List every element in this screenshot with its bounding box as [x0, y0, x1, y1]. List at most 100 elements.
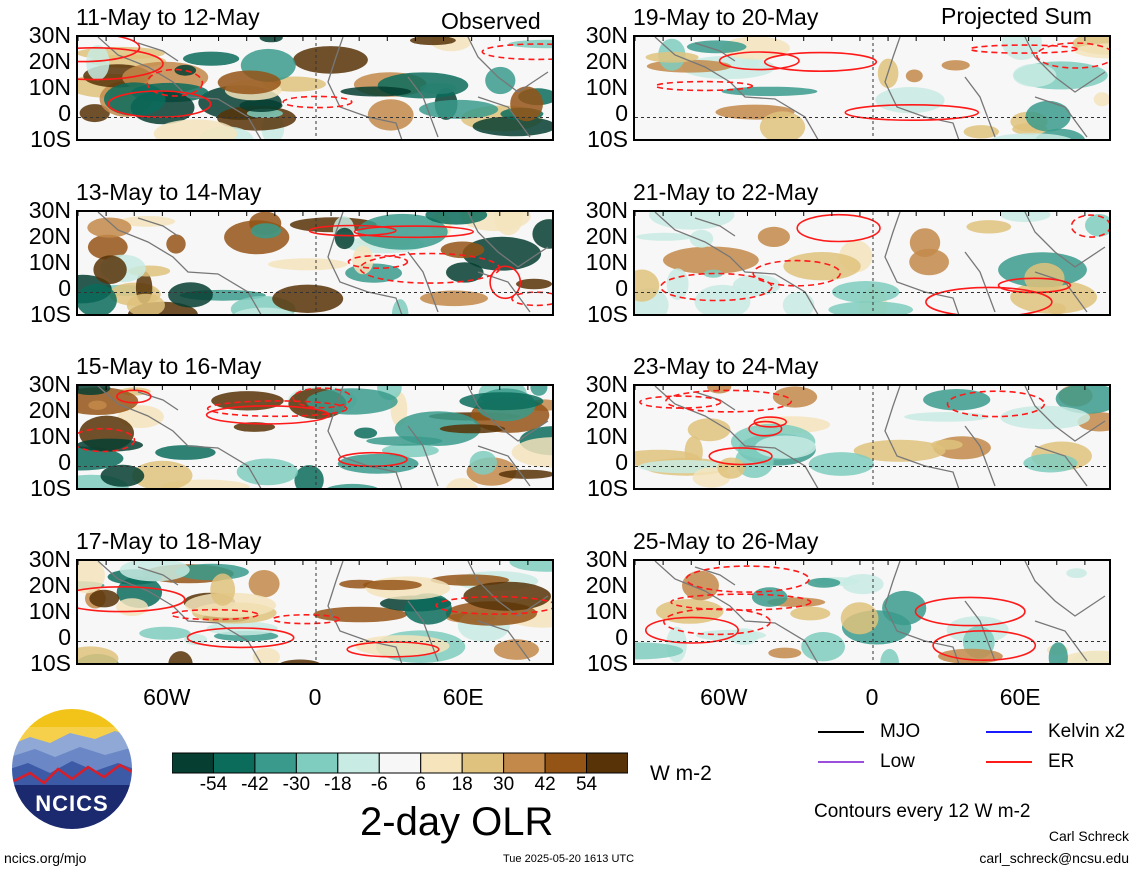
footer-timestamp: Tue 2025-05-20 1613 UTC — [503, 853, 635, 865]
dry-anomaly-region — [687, 418, 731, 442]
wet-anomaly-region — [239, 99, 283, 112]
latitude-label: 20N — [28, 572, 71, 598]
wet-anomaly-region — [1000, 405, 1090, 430]
dry-anomaly-region — [116, 598, 149, 616]
wet-anomaly-region — [340, 86, 412, 97]
wet-anomaly-region — [334, 227, 355, 250]
er-contour — [796, 213, 881, 243]
dry-anomaly-region — [363, 579, 422, 591]
colorbar-tick-label: 42 — [534, 774, 556, 795]
olr-map-panel — [633, 210, 1111, 316]
wet-anomaly-region — [636, 232, 693, 241]
longitude-label: 0 — [865, 684, 879, 710]
longitude-label: 60E — [442, 684, 484, 710]
dry-anomaly-region — [126, 293, 165, 314]
dry-anomaly-region — [272, 284, 344, 313]
dry-anomaly-region — [635, 269, 660, 302]
latitude-label: 30N — [28, 197, 71, 223]
legend-line — [986, 761, 1032, 763]
dry-anomaly-region — [268, 258, 348, 271]
dry-anomaly-region — [430, 574, 509, 586]
er-contour — [205, 405, 330, 425]
wet-anomaly-region — [808, 452, 874, 476]
ncics-logo: NCICS — [10, 707, 134, 831]
panel-title: 21-May to 22-May — [633, 179, 819, 205]
dry-anomaly-region — [132, 460, 193, 488]
dry-anomaly-region — [355, 635, 450, 657]
colorbar-swatch — [295, 752, 339, 774]
dry-anomaly-region — [645, 51, 699, 63]
wet-anomaly-region — [472, 116, 552, 137]
latitude-label: 30N — [585, 22, 628, 48]
olr-map-panel — [76, 35, 554, 141]
latitude-label: 30N — [585, 371, 628, 397]
er-contour — [670, 593, 812, 611]
latitude-label: 10S — [30, 301, 71, 327]
colorbar-tick-label: 6 — [415, 774, 426, 795]
contour-note: Contours every 12 W m-2 — [814, 801, 1031, 822]
er-contour — [359, 252, 501, 284]
latitude-label: 10S — [587, 475, 628, 501]
footer-email: carl_schreck@ncsu.edu — [979, 850, 1129, 866]
latitude-label: 0 — [615, 624, 628, 650]
dry-anomaly-region — [498, 469, 552, 479]
colorbar-swatch — [420, 752, 463, 774]
wet-anomaly-region — [78, 386, 111, 395]
dry-anomaly-region — [166, 234, 186, 254]
er-contour — [844, 104, 980, 122]
dry-anomaly-region — [966, 220, 1012, 234]
wet-anomaly-region — [635, 642, 684, 660]
er-contour — [353, 225, 474, 239]
wet-anomaly-region — [404, 593, 452, 625]
colorbar-tick-label: -30 — [282, 774, 311, 795]
er-contour — [271, 613, 341, 625]
dry-anomaly-region — [511, 437, 552, 468]
er-contour — [932, 630, 1037, 662]
dry-anomaly-region — [493, 639, 539, 660]
latitude-label: 30N — [28, 371, 71, 397]
er-contour — [481, 43, 552, 61]
wet-anomaly-region — [175, 563, 249, 581]
olr-map-panel — [76, 559, 554, 665]
colorbar-units: W m-2 — [650, 762, 712, 785]
wet-anomaly-region — [236, 458, 298, 486]
dry-anomaly-region — [909, 248, 949, 276]
wet-anomaly-region — [807, 577, 841, 588]
wet-anomaly-region — [732, 274, 781, 296]
longitude-label: 60W — [143, 684, 191, 710]
er-contour — [78, 427, 136, 453]
latitude-label: 0 — [615, 449, 628, 475]
coastline — [97, 386, 549, 488]
wet-anomaly-region — [666, 626, 687, 663]
dry-anomaly-region — [280, 659, 320, 663]
dry-anomaly-region — [117, 405, 164, 429]
wet-anomaly-region — [923, 389, 991, 411]
dry-anomaly-region — [1093, 92, 1109, 107]
latitude-label: 10S — [587, 650, 628, 676]
olr-map-panel — [76, 210, 554, 316]
er-contour — [107, 90, 212, 119]
latitude-label: 20N — [585, 48, 628, 74]
wet-anomaly-region — [1001, 37, 1042, 60]
dry-anomaly-region — [168, 651, 193, 663]
er-contour — [644, 616, 740, 644]
panel-title: 19-May to 20-May — [633, 4, 819, 30]
er-contour — [665, 389, 793, 413]
dry-anomaly-region — [790, 606, 831, 621]
dry-anomaly-region — [87, 217, 132, 238]
dry-anomaly-region — [252, 647, 280, 663]
latitude-label: 20N — [585, 223, 628, 249]
latitude-label: 0 — [58, 624, 71, 650]
er-contour — [186, 627, 295, 649]
footer-url: ncics.org/mjo — [4, 850, 87, 866]
wet-anomaly-region — [78, 284, 117, 314]
panel-title: 25-May to 26-May — [633, 528, 819, 554]
dry-anomaly-region — [768, 647, 802, 659]
coastline — [654, 561, 1106, 663]
wet-anomaly-region — [469, 450, 497, 475]
footer-author: Carl Schreck — [1048, 828, 1129, 844]
er-contour — [752, 259, 841, 287]
panel-title: 13-May to 14-May — [76, 179, 262, 205]
er-contour — [347, 254, 409, 270]
latitude-label: 20N — [585, 572, 628, 598]
